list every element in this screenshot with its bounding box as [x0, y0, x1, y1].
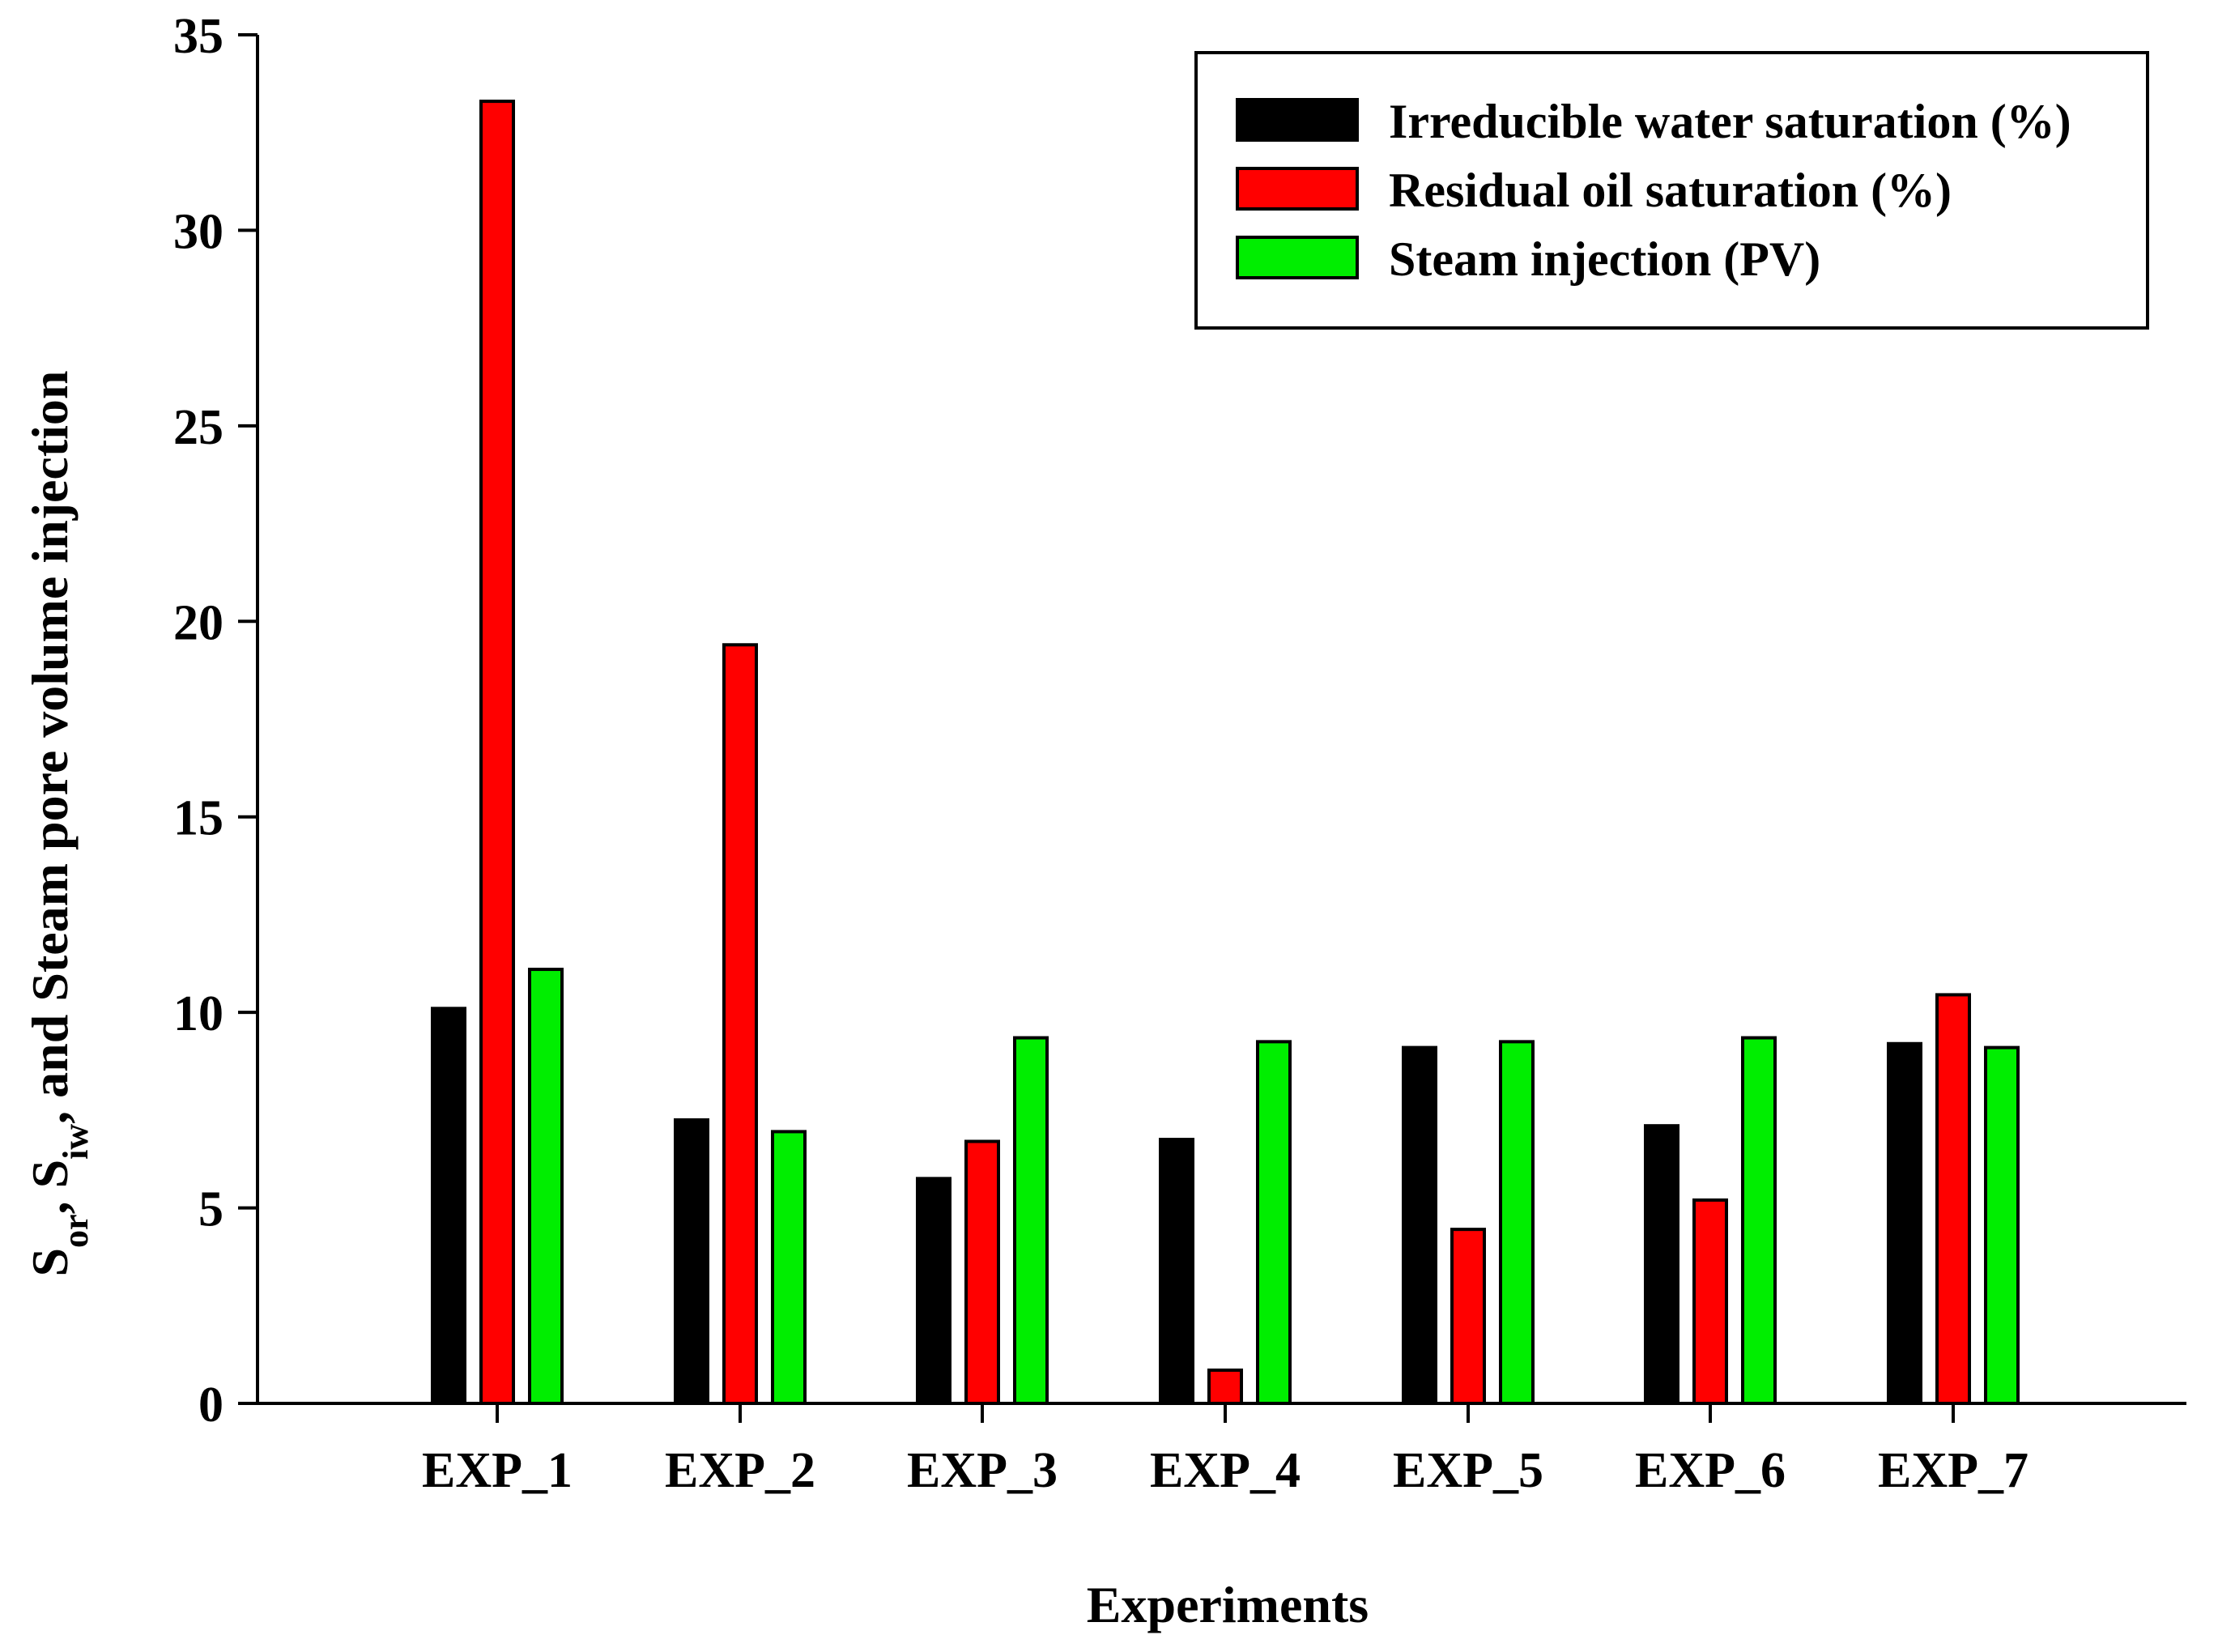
legend: Irreducible water saturation (%) Residual… [1194, 51, 2149, 330]
y-tick-label: 20 [173, 595, 224, 650]
y-axis-title-part: S [21, 1248, 79, 1277]
y-tick-label: 15 [173, 791, 224, 846]
axes-group [256, 35, 2186, 1405]
bar-exp7-series-1 [1887, 1041, 1922, 1406]
x-tick-label: EXP_1 [422, 1443, 573, 1498]
bar-exp5-series-2 [1450, 1228, 1486, 1405]
y-axis-title-part: , S [21, 1160, 79, 1215]
legend-swatch [1236, 98, 1359, 142]
bar-exp2-series-3 [771, 1130, 807, 1406]
y-tick-label: 30 [173, 204, 224, 259]
bar-exp6-series-3 [1741, 1036, 1777, 1405]
bar-exp6-series-1 [1644, 1124, 1679, 1405]
bar-exp3-series-2 [964, 1139, 1000, 1405]
legend-swatch [1236, 167, 1359, 211]
y-tick-label: 10 [173, 986, 224, 1041]
legend-label: Irreducible water saturation (%) [1389, 95, 2071, 148]
bar-exp5-series-3 [1499, 1040, 1535, 1406]
bar-exp7-series-2 [1935, 993, 1971, 1406]
bar-exp1-series-1 [431, 1007, 466, 1406]
y-tick-label: 35 [173, 9, 224, 64]
legend-swatch [1236, 236, 1359, 279]
x-axis-title: Experiments [1087, 1576, 1369, 1633]
bar-exp1-series-2 [479, 100, 515, 1406]
bar-exp5-series-1 [1402, 1045, 1437, 1405]
bar-exp3-series-3 [1013, 1036, 1049, 1405]
x-tick-label: EXP_3 [907, 1443, 1058, 1498]
legend-label: Residual oil saturation (%) [1389, 164, 1952, 217]
bar-exp1-series-3 [528, 968, 564, 1405]
bar-exp4-series-3 [1256, 1040, 1292, 1406]
bar-exp2-series-2 [722, 643, 758, 1405]
y-axis-title: Sor, Siw, and Steam pore volume injectio… [21, 370, 96, 1276]
bar-exp4-series-1 [1159, 1138, 1194, 1405]
y-tick-label: 25 [173, 400, 224, 455]
x-tick-label: EXP_4 [1150, 1443, 1301, 1498]
y-axis-title-part: iw [56, 1124, 96, 1160]
y-tick-label: 5 [198, 1182, 224, 1237]
x-tick-label: EXP_6 [1635, 1443, 1786, 1498]
legend-label: Steam injection (PV) [1389, 232, 1820, 286]
bar-exp3-series-1 [916, 1177, 951, 1406]
y-axis-title-part: or [56, 1214, 96, 1248]
bar-exp2-series-1 [674, 1118, 709, 1406]
x-tick-label: EXP_5 [1393, 1443, 1543, 1498]
y-ticks-group: 0 5 10 15 20 25 30 35 [173, 9, 258, 1433]
y-tick-label: 0 [198, 1377, 224, 1433]
x-tick-label: EXP_2 [665, 1443, 815, 1498]
bar-exp6-series-2 [1692, 1198, 1728, 1406]
y-axis-title-part: , and Steam pore volume injection [21, 370, 79, 1123]
bars-group [431, 100, 2020, 1406]
x-ticks-group: EXP_1 EXP_2 EXP_3 EXP_4 EXP_5 EXP_6 EXP_7 [422, 1403, 2029, 1498]
bar-exp7-series-3 [1984, 1045, 2020, 1405]
bar-exp4-series-2 [1207, 1368, 1243, 1406]
x-tick-label: EXP_7 [1878, 1443, 2029, 1498]
